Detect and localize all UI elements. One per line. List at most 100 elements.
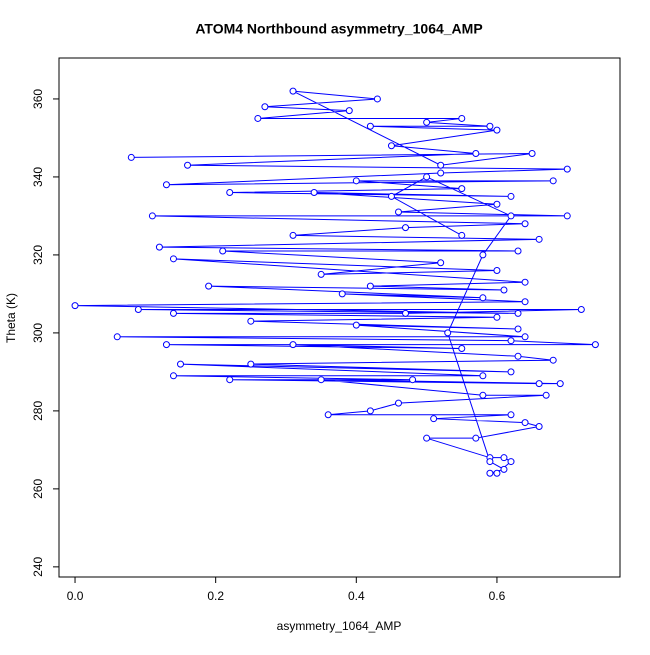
- y-tick-label: 260: [31, 479, 45, 499]
- data-point: [479, 251, 487, 259]
- x-tick-label: 0.2: [207, 589, 224, 603]
- data-point: [247, 360, 255, 368]
- data-point: [479, 294, 487, 302]
- data-point: [437, 161, 445, 169]
- data-point: [521, 298, 529, 306]
- data-point: [500, 454, 508, 462]
- data-point: [535, 235, 543, 243]
- y-axis-label: Theta (K): [4, 293, 18, 343]
- data-point: [409, 376, 417, 384]
- x-axis-label: asymmetry_1064_AMP: [277, 619, 402, 633]
- data-point: [535, 380, 543, 388]
- data-point: [528, 150, 536, 158]
- data-point: [493, 469, 501, 477]
- data-point: [184, 161, 192, 169]
- data-point: [458, 231, 466, 239]
- data-point: [148, 212, 156, 220]
- data-point: [219, 247, 227, 255]
- data-line: [75, 90, 596, 474]
- data-point: [317, 270, 325, 278]
- data-point: [514, 247, 522, 255]
- data-point: [493, 200, 501, 208]
- data-point: [521, 333, 529, 341]
- data-point: [352, 177, 360, 185]
- data-point: [479, 372, 487, 380]
- data-point: [373, 95, 381, 103]
- y-tick-label: 240: [31, 557, 45, 577]
- data-point: [514, 325, 522, 333]
- data-point: [472, 434, 480, 442]
- data-point: [500, 286, 508, 294]
- data-point: [226, 189, 234, 197]
- data-point: [514, 309, 522, 317]
- data-point: [458, 344, 466, 352]
- data-point: [577, 306, 585, 314]
- data-point: [556, 380, 564, 388]
- data-point: [366, 122, 374, 130]
- data-point: [423, 118, 431, 126]
- data-point: [169, 309, 177, 317]
- x-tick-label: 0.4: [348, 589, 365, 603]
- x-tick-label: 0.0: [67, 589, 84, 603]
- data-point: [437, 169, 445, 177]
- data-point: [387, 142, 395, 150]
- data-point: [493, 267, 501, 275]
- data-point: [423, 173, 431, 181]
- data-point: [507, 337, 515, 345]
- data-point: [507, 458, 515, 466]
- data-point: [521, 419, 529, 427]
- data-point: [444, 329, 452, 337]
- data-point: [493, 126, 501, 134]
- data-point: [261, 103, 269, 111]
- data-point: [507, 368, 515, 376]
- data-point: [423, 434, 431, 442]
- data-point: [162, 181, 170, 189]
- data-point: [324, 411, 332, 419]
- data-point: [134, 306, 142, 314]
- data-point: [486, 122, 494, 130]
- data-point: [521, 220, 529, 228]
- data-point: [127, 153, 135, 161]
- y-tick-label: 300: [31, 323, 45, 343]
- data-point: [226, 376, 234, 384]
- data-point: [493, 313, 501, 321]
- data-point: [317, 376, 325, 384]
- data-point: [430, 415, 438, 423]
- data-point: [345, 107, 353, 115]
- y-tick-label: 340: [31, 167, 45, 187]
- data-point: [338, 290, 346, 298]
- y-tick-label: 280: [31, 401, 45, 421]
- y-tick-label: 320: [31, 245, 45, 265]
- data-point: [437, 259, 445, 267]
- data-point: [169, 372, 177, 380]
- data-point: [507, 212, 515, 220]
- data-point: [254, 114, 262, 122]
- data-point: [155, 243, 163, 251]
- data-point: [394, 208, 402, 216]
- data-point: [549, 356, 557, 364]
- data-point: [289, 87, 297, 95]
- y-tick-label: 360: [31, 89, 45, 109]
- data-point: [563, 212, 571, 220]
- data-point: [205, 282, 213, 290]
- plot-frame: [58, 57, 621, 578]
- data-point: [500, 465, 508, 473]
- data-point: [169, 255, 177, 263]
- data-point: [472, 150, 480, 158]
- data-point: [71, 302, 79, 310]
- data-point: [458, 114, 466, 122]
- data-point: [310, 189, 318, 197]
- data-point: [521, 278, 529, 286]
- data-point: [402, 309, 410, 317]
- data-point: [549, 177, 557, 185]
- data-point: [542, 391, 550, 399]
- data-point: [394, 399, 402, 407]
- data-point: [479, 391, 487, 399]
- data-point: [366, 407, 374, 415]
- data-point: [507, 192, 515, 200]
- chart-title: ATOM4 Northbound asymmetry_1064_AMP: [195, 21, 482, 37]
- data-point: [563, 165, 571, 173]
- data-point: [177, 360, 185, 368]
- data-point: [535, 422, 543, 430]
